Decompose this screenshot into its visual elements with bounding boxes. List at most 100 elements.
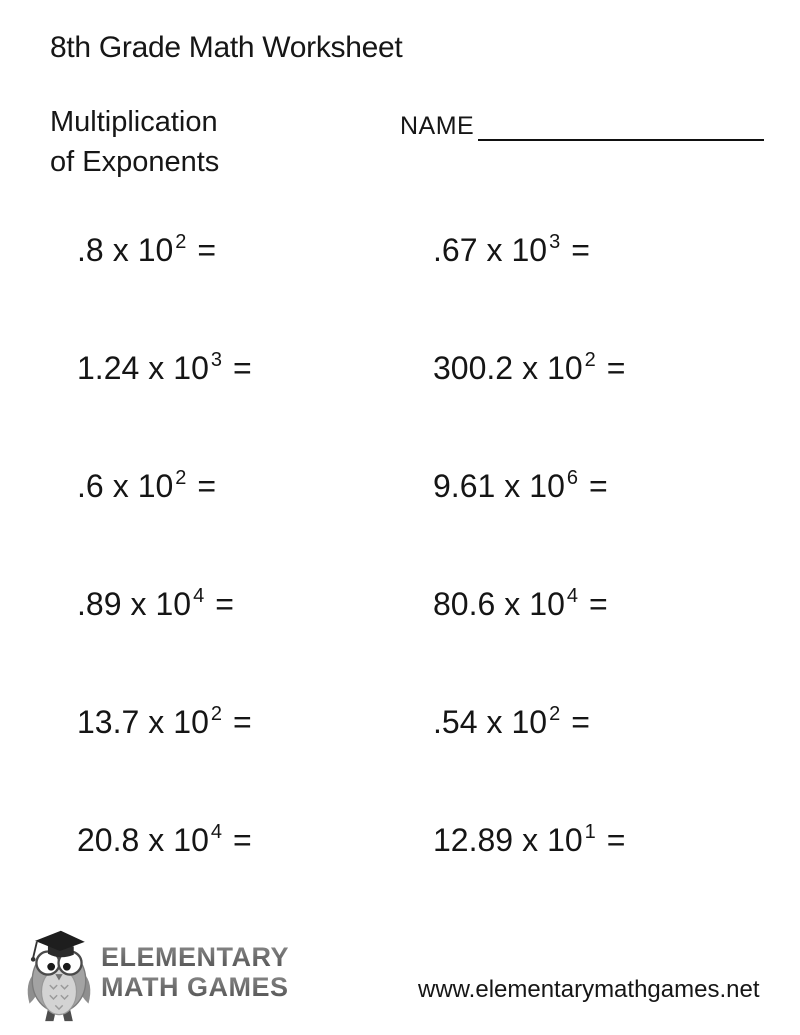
problem-coefficient: 300.2: [433, 349, 514, 386]
exponent: 4: [210, 820, 222, 843]
problem-coefficient: 9.61: [433, 467, 496, 504]
problem-cell: 12.89 x 10 1 =: [400, 821, 800, 859]
multiply-sign: x: [504, 585, 521, 622]
equals-sign: =: [589, 467, 608, 504]
power-base: 10: [155, 585, 192, 622]
multiply-sign: x: [112, 231, 129, 268]
power-base: 10: [547, 349, 583, 386]
power-base: 10: [529, 467, 565, 504]
multiply-sign: x: [148, 349, 165, 386]
problem-expression: 13.7 x 10 2 =: [77, 702, 252, 740]
equals-sign: =: [606, 349, 626, 386]
multiply-sign: x: [486, 703, 503, 740]
problem-cell: 300.2 x 10 2 =: [400, 348, 800, 387]
problem-row: .8 x 10 2 = .67 x 10 3 =: [0, 191, 800, 309]
problem-coefficient: .54: [433, 703, 478, 740]
site-url: www.elementarymathgames.net: [418, 976, 760, 1003]
exponent: 4: [193, 584, 205, 607]
problem-expression: 80.6 x 10 4 =: [433, 584, 608, 622]
problem-row: 1.24 x 10 3 = 300.2 x 10 2 =: [0, 309, 800, 427]
power-base: 10: [137, 467, 174, 504]
worksheet-subtitle: Multiplication of Exponents: [50, 102, 219, 182]
problem-cell: .54 x 10 2 =: [400, 702, 800, 741]
elementary-math-games-logo: ELEMENTARY MATH GAMES: [22, 928, 289, 1022]
problem-cell: 9.61 x 10 6 =: [400, 466, 800, 505]
exponent: 2: [549, 702, 561, 725]
problem-expression: 9.61 x 10 6 =: [433, 466, 608, 504]
multiply-sign: x: [522, 349, 539, 386]
multiply-sign: x: [522, 821, 539, 858]
exponent: 2: [175, 230, 187, 253]
subtitle-line-1: Multiplication: [50, 106, 218, 138]
problem-row: 13.7 x 10 2 = .54 x 10 2 =: [0, 663, 800, 781]
equals-sign: =: [571, 231, 590, 268]
multiply-sign: x: [148, 703, 165, 740]
name-label: NAME: [400, 112, 475, 140]
problem-cell: .89 x 10 4 =: [0, 584, 400, 623]
page-title: 8th Grade Math Worksheet: [50, 31, 403, 64]
power-base: 10: [173, 703, 209, 740]
problem-coefficient: .6: [77, 467, 104, 504]
problem-expression: .6 x 10 2 =: [77, 466, 217, 504]
problem-expression: .67 x 10 3 =: [433, 230, 590, 268]
problem-cell: 1.24 x 10 3 =: [0, 348, 400, 387]
problem-row: .6 x 10 2 = 9.61 x 10 6 =: [0, 427, 800, 545]
logo-line-2: MATH GAMES: [101, 972, 289, 1002]
problem-expression: 300.2 x 10 2 =: [433, 348, 626, 386]
equals-sign: =: [197, 231, 217, 268]
multiply-sign: x: [130, 585, 147, 622]
equals-sign: =: [215, 585, 234, 622]
problem-coefficient: 80.6: [433, 585, 496, 622]
problem-coefficient: .8: [77, 231, 104, 268]
power-base: 10: [511, 703, 548, 740]
problem-cell: 20.8 x 10 4 =: [0, 820, 400, 859]
problem-cell: .67 x 10 3 =: [400, 230, 800, 269]
problem-expression: .89 x 10 4 =: [77, 584, 234, 622]
equals-sign: =: [233, 821, 252, 858]
name-blank-line: [478, 112, 765, 141]
problem-coefficient: 1.24: [77, 349, 140, 386]
owl-graduation-cap-icon: [27, 930, 91, 1022]
equals-sign: =: [571, 703, 590, 740]
problem-cell: 80.6 x 10 4 =: [400, 584, 800, 623]
problem-coefficient: .89: [77, 585, 122, 622]
problem-row: .89 x 10 4 = 80.6 x 10 4 =: [0, 545, 800, 663]
problem-coefficient: .67: [433, 231, 478, 268]
problem-expression: 12.89 x 10 1 =: [433, 821, 626, 858]
problem-expression: .54 x 10 2 =: [433, 702, 590, 740]
exponent: 4: [566, 584, 578, 607]
power-base: 10: [529, 585, 565, 622]
power-base: 10: [173, 349, 209, 386]
logo-line-1: ELEMENTARY: [101, 942, 290, 972]
problem-coefficient: 13.7: [77, 703, 140, 740]
exponent: 2: [584, 348, 596, 371]
exponent: 3: [549, 230, 561, 253]
problem-cell: 13.7 x 10 2 =: [0, 702, 400, 741]
multiply-sign: x: [486, 231, 503, 268]
problem-expression: 20.8 x 10 4 =: [77, 820, 252, 858]
problem-coefficient: 12.89: [433, 821, 514, 858]
problem-expression: 1.24 x 10 3 =: [77, 348, 252, 386]
power-base: 10: [137, 231, 174, 268]
problem-expression: .8 x 10 2 =: [77, 230, 217, 268]
multiply-sign: x: [148, 821, 165, 858]
exponent: 2: [210, 702, 222, 725]
exponent: 6: [566, 466, 578, 489]
subtitle-line-2: of Exponents: [50, 146, 220, 178]
power-base: 10: [173, 821, 209, 858]
logo-wordmark: ELEMENTARY MATH GAMES: [101, 928, 289, 1022]
equals-sign: =: [606, 821, 626, 858]
equals-sign: =: [589, 585, 608, 622]
power-base: 10: [547, 821, 583, 858]
equals-sign: =: [197, 467, 217, 504]
multiply-sign: x: [112, 467, 129, 504]
name-field-row: NAME: [400, 111, 765, 141]
problem-coefficient: 20.8: [77, 821, 140, 858]
multiply-sign: x: [504, 467, 521, 504]
problem-cell: .8 x 10 2 =: [0, 230, 400, 269]
problem-row: 20.8 x 10 4 = 12.89 x 10 1 =: [0, 781, 800, 899]
problem-cell: .6 x 10 2 =: [0, 466, 400, 505]
exponent: 3: [210, 348, 222, 371]
exponent: 2: [175, 466, 187, 489]
